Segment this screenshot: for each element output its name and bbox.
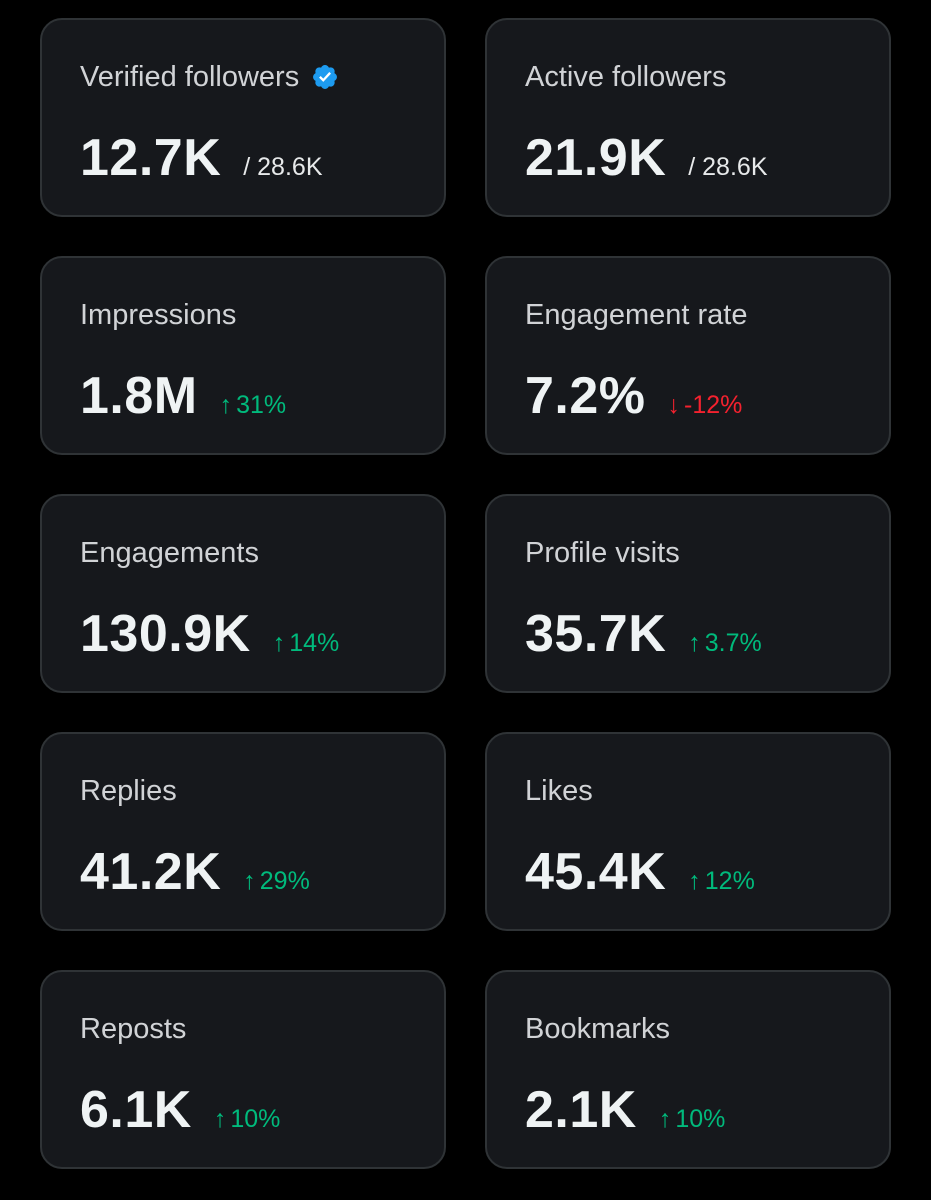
card-reposts[interactable]: Reposts 6.1K ↑ 10% bbox=[40, 970, 446, 1169]
arrow-up-icon: ↑ bbox=[688, 629, 701, 657]
card-value: 1.8M bbox=[80, 367, 198, 425]
card-value: 21.9K bbox=[525, 129, 667, 187]
card-total: / 28.6K bbox=[688, 153, 768, 181]
card-label-text: Active followers bbox=[525, 61, 727, 93]
card-label-text: Engagement rate bbox=[525, 299, 748, 331]
card-engagement-rate[interactable]: Engagement rate 7.2% ↓ -12% bbox=[485, 256, 891, 455]
card-total: / 28.6K bbox=[243, 153, 323, 181]
arrow-up-icon: ↑ bbox=[658, 1105, 672, 1133]
card-delta: ↑ 29% bbox=[243, 867, 310, 896]
card-label: Impressions bbox=[80, 298, 236, 332]
card-values: 130.9K ↑ 14% bbox=[80, 604, 339, 664]
card-value: 35.7K bbox=[525, 605, 667, 663]
card-label: Engagements bbox=[80, 536, 259, 570]
card-value: 45.4K bbox=[525, 843, 667, 901]
card-values: 35.7K ↑ 3.7% bbox=[525, 604, 762, 664]
card-likes[interactable]: Likes 45.4K ↑ 12% bbox=[485, 732, 891, 931]
verified-badge-icon bbox=[311, 63, 339, 91]
card-label: Profile visits bbox=[525, 536, 680, 570]
card-label-text: Profile visits bbox=[525, 537, 680, 569]
card-value: 7.2% bbox=[525, 367, 646, 425]
arrow-down-icon: ↓ bbox=[667, 391, 681, 419]
card-replies[interactable]: Replies 41.2K ↑ 29% bbox=[40, 732, 446, 931]
card-value: 130.9K bbox=[80, 605, 251, 663]
card-delta: ↑ 10% bbox=[214, 1105, 281, 1134]
card-value: 41.2K bbox=[80, 843, 222, 901]
card-delta-value: 12% bbox=[704, 867, 755, 895]
card-label-text: Reposts bbox=[80, 1013, 187, 1045]
card-value: 12.7K bbox=[80, 129, 222, 187]
card-label: Replies bbox=[80, 774, 177, 808]
card-label-text: Impressions bbox=[80, 299, 237, 331]
arrow-up-icon: ↑ bbox=[272, 629, 286, 657]
card-label-text: Replies bbox=[80, 775, 177, 807]
card-verified-followers[interactable]: Verified followers 12.7K / 28.6K bbox=[40, 18, 446, 217]
card-label: Active followers bbox=[525, 60, 726, 94]
card-delta: ↓ -12% bbox=[668, 391, 743, 420]
card-values: 1.8M ↑ 31% bbox=[80, 366, 286, 426]
card-label: Reposts bbox=[80, 1012, 186, 1046]
card-label-text: Verified followers bbox=[80, 61, 300, 93]
card-label-text: Likes bbox=[525, 775, 593, 807]
card-active-followers[interactable]: Active followers 21.9K / 28.6K bbox=[485, 18, 891, 217]
card-values: 45.4K ↑ 12% bbox=[525, 842, 755, 902]
card-values: 7.2% ↓ -12% bbox=[525, 366, 742, 426]
card-delta: ↑ 12% bbox=[688, 867, 755, 896]
card-delta-value: 10% bbox=[230, 1105, 281, 1133]
arrow-up-icon: ↑ bbox=[688, 867, 701, 895]
card-delta-value: -12% bbox=[684, 391, 743, 419]
card-values: 2.1K ↑ 10% bbox=[525, 1080, 725, 1140]
card-label: Bookmarks bbox=[525, 1012, 670, 1046]
arrow-up-icon: ↑ bbox=[243, 867, 256, 895]
card-delta-value: 3.7% bbox=[704, 629, 762, 657]
card-engagements[interactable]: Engagements 130.9K ↑ 14% bbox=[40, 494, 446, 693]
card-label: Engagement rate bbox=[525, 298, 747, 332]
card-impressions[interactable]: Impressions 1.8M ↑ 31% bbox=[40, 256, 446, 455]
card-profile-visits[interactable]: Profile visits 35.7K ↑ 3.7% bbox=[485, 494, 891, 693]
card-delta: ↑ 14% bbox=[273, 629, 340, 658]
card-delta-value: 31% bbox=[236, 391, 287, 419]
card-values: 21.9K / 28.6K bbox=[525, 128, 768, 188]
card-value: 2.1K bbox=[525, 1081, 637, 1139]
card-value: 6.1K bbox=[80, 1081, 192, 1139]
card-delta: ↑ 31% bbox=[220, 391, 287, 420]
card-bookmarks[interactable]: Bookmarks 2.1K ↑ 10% bbox=[485, 970, 891, 1169]
arrow-up-icon: ↑ bbox=[219, 391, 233, 419]
card-values: 41.2K ↑ 29% bbox=[80, 842, 310, 902]
card-label: Likes bbox=[525, 774, 593, 808]
card-delta: ↑ 10% bbox=[659, 1105, 726, 1134]
card-values: 6.1K ↑ 10% bbox=[80, 1080, 280, 1140]
card-label: Verified followers bbox=[80, 60, 339, 94]
card-delta: ↑ 3.7% bbox=[688, 629, 761, 658]
card-delta-value: 10% bbox=[675, 1105, 726, 1133]
card-label-text: Bookmarks bbox=[525, 1013, 671, 1045]
card-values: 12.7K / 28.6K bbox=[80, 128, 323, 188]
arrow-up-icon: ↑ bbox=[213, 1105, 227, 1133]
card-delta-value: 14% bbox=[289, 629, 340, 657]
card-label-text: Engagements bbox=[80, 537, 259, 569]
card-delta-value: 29% bbox=[259, 867, 310, 895]
